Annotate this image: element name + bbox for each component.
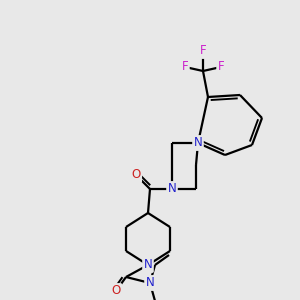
Text: O: O [131, 169, 141, 182]
Text: N: N [168, 182, 176, 196]
Text: O: O [111, 284, 121, 298]
Text: N: N [194, 136, 202, 149]
Text: F: F [182, 61, 188, 74]
Text: F: F [200, 44, 206, 58]
Text: F: F [218, 61, 224, 74]
Text: N: N [146, 277, 154, 290]
Text: N: N [144, 259, 152, 272]
